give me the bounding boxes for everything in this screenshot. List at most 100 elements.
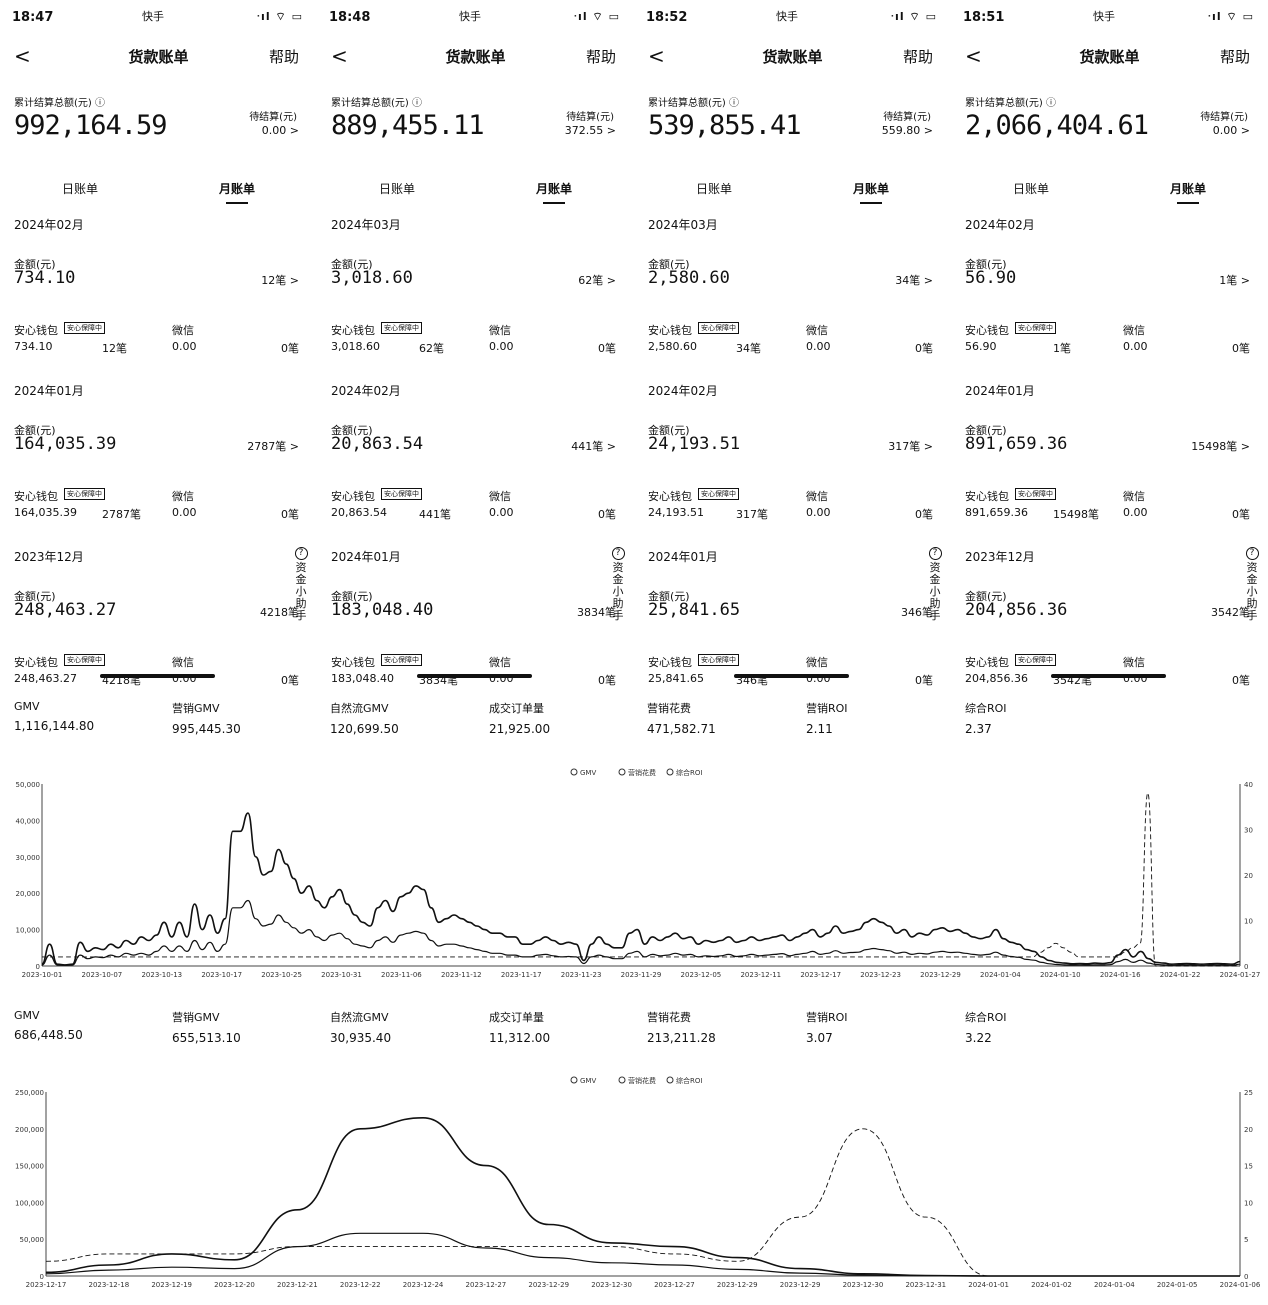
wechat-amount: 0.00	[1123, 340, 1148, 353]
help-link[interactable]: 帮助	[1219, 48, 1250, 66]
chart-legend[interactable]: GMV 营销花费 综合ROI	[570, 1076, 702, 1085]
x-tick-label: 2023-10-01	[22, 971, 63, 979]
y-left-tick-label: 100,000	[15, 1199, 44, 1207]
fund-assistant-button[interactable]: ? 资金小助手	[1244, 547, 1260, 622]
order-count-link[interactable]: 15498笔 >	[1191, 440, 1250, 453]
order-count-link[interactable]: 2787笔 >	[247, 440, 299, 453]
pending-value-link[interactable]: 559.80 >	[881, 124, 933, 137]
wallet-label: 安心钱包	[14, 490, 58, 503]
wallet-label: 安心钱包	[14, 324, 58, 337]
help-link[interactable]: 帮助	[268, 48, 299, 66]
fund-assistant-button[interactable]: ? 资金小助手	[610, 547, 626, 622]
protection-badge: 安心保障中	[698, 322, 739, 334]
line-chart-svg: GMV 营销花费 综合ROI 50,000 40,000 30,000 20,000 10,0…	[16, 768, 1261, 979]
redaction-mark	[734, 674, 849, 678]
month-section[interactable]: 2024年01月 金额(元) 183,048.40 3834笔 安心钱包 安心保…	[331, 548, 616, 690]
chart-legend[interactable]: GMV 营销花费 综合ROI	[570, 768, 702, 777]
help-link[interactable]: 帮助	[902, 48, 933, 66]
amount-value: 20,863.54	[331, 434, 424, 454]
x-tick-label: 2023-11-17	[501, 971, 542, 979]
help-link[interactable]: 帮助	[585, 48, 616, 66]
redaction-mark	[1051, 674, 1166, 678]
month-section[interactable]: 2024年02月 金额(元) 20,863.54 441笔 > 安心钱包 安心保…	[331, 382, 616, 548]
order-count-link[interactable]: 1笔 >	[1219, 274, 1250, 287]
month-section[interactable]: 2024年02月 金额(元) 24,193.51 317笔 > 安心钱包 安心保…	[648, 382, 933, 548]
order-count-link[interactable]: 34笔 >	[895, 274, 933, 287]
order-count-link[interactable]: 346笔	[901, 606, 933, 619]
month-section[interactable]: 2024年01月 金额(元) 25,841.65 346笔 安心钱包 安心保障中…	[648, 548, 933, 690]
tab-monthly-bill[interactable]: 月账单	[1169, 182, 1206, 196]
x-tick-label: 2023-10-31	[321, 971, 362, 979]
month-section[interactable]: 2024年02月 金额(元) 734.10 12笔 > 安心钱包 安心保障中 微…	[14, 216, 299, 382]
y-right-tick-label: 30	[1244, 827, 1253, 835]
month-section[interactable]: 2024年01月 金额(元) 164,035.39 2787笔 > 安心钱包 安…	[14, 382, 299, 548]
y-right-tick-label: 0	[1244, 963, 1248, 971]
wechat-amount: 0.00	[1123, 506, 1148, 519]
order-count-link[interactable]: 62笔 >	[578, 274, 616, 287]
wallet-label: 安心钱包	[965, 490, 1009, 503]
month-section[interactable]: 2023年12月 金额(元) 248,463.27 4218笔 安心钱包 安心保…	[14, 548, 299, 690]
order-count-link[interactable]: 317笔 >	[888, 440, 933, 453]
back-icon[interactable]: <	[965, 44, 982, 68]
protection-badge: 安心保障中	[1015, 654, 1056, 666]
wechat-count: 0笔	[598, 674, 616, 687]
pending-value-link[interactable]: 0.00 >	[261, 124, 299, 137]
month-section[interactable]: 2024年03月 金额(元) 3,018.60 62笔 > 安心钱包 安心保障中…	[331, 216, 616, 382]
wechat-count: 0笔	[281, 342, 299, 355]
wallet-count: 1笔	[1053, 342, 1071, 355]
month-section[interactable]: 2024年02月 金额(元) 56.90 1笔 > 安心钱包 安心保障中 微信 …	[965, 216, 1250, 382]
x-tick-label: 2024-01-22	[1160, 971, 1201, 979]
tab-monthly-bill[interactable]: 月账单	[852, 182, 889, 196]
month-section[interactable]: 2024年01月 金额(元) 891,659.36 15498笔 > 安心钱包 …	[965, 382, 1250, 548]
nav-bar: < 货款账单 帮助	[14, 44, 303, 68]
pending-value-link[interactable]: 372.55 >	[564, 124, 616, 137]
y-left-tick-label: 10,000	[16, 927, 41, 935]
tab-monthly-bill[interactable]: 月账单	[535, 182, 572, 196]
x-tick-label: 2023-11-29	[621, 971, 662, 979]
page-title: 货款账单	[445, 48, 506, 66]
month-section[interactable]: 2024年03月 金额(元) 2,580.60 34笔 > 安心钱包 安心保障中…	[648, 216, 933, 382]
fund-assistant-button[interactable]: ? 资金小助手	[293, 547, 309, 622]
tab-daily-bill[interactable]: 日账单	[1012, 182, 1049, 196]
y-left-tick-label: 50,000	[16, 781, 41, 789]
bill-tabs: 日账单 月账单	[0, 178, 317, 208]
amount-value: 248,463.27	[14, 600, 117, 620]
order-count-link[interactable]: 4218笔	[260, 606, 299, 619]
x-tick-label: 2023-12-19	[151, 1281, 192, 1289]
wechat-amount: 0.00	[172, 506, 197, 519]
back-icon[interactable]: <	[14, 44, 31, 68]
status-time: 18:48	[329, 10, 371, 25]
stat-item: 营销花费 213,211.28	[647, 1009, 805, 1045]
x-tick-label: 2023-12-20	[214, 1281, 255, 1289]
tab-daily-bill[interactable]: 日账单	[378, 182, 415, 196]
y-left-tick-label: 40,000	[16, 817, 41, 825]
chart-1: GMV 营销花费 综合ROI 50,000 40,000 30,000 20,000 10,0…	[0, 762, 1268, 988]
series-line-gmv	[41, 812, 1241, 966]
wallet-amount: 891,659.36	[965, 506, 1028, 519]
wechat-label: 微信	[172, 490, 194, 503]
back-icon[interactable]: <	[648, 44, 665, 68]
order-count-link[interactable]: 12笔 >	[261, 274, 299, 287]
stat-item: 成交订单量 11,312.00	[489, 1009, 647, 1045]
pending-value-link[interactable]: 0.00 >	[1212, 124, 1250, 137]
amount-label: 金额(元)	[648, 258, 690, 271]
order-count-link[interactable]: 441笔 >	[571, 440, 616, 453]
stats-row-1: GMV 1,116,144.80 营销GMV 995,445.30 自然流GMV 1…	[0, 700, 1268, 740]
stat-value: 213,211.28	[647, 1031, 716, 1045]
stat-label: 营销ROI	[806, 702, 848, 715]
order-count-link[interactable]: 3834笔	[577, 606, 616, 619]
order-count-link[interactable]: 3542笔	[1211, 606, 1250, 619]
protection-badge: 安心保障中	[64, 654, 105, 666]
month-section[interactable]: 2023年12月 金额(元) 204,856.36 3542笔 安心钱包 安心保…	[965, 548, 1250, 690]
tab-daily-bill[interactable]: 日账单	[61, 182, 98, 196]
x-tick-label: 2023-12-27	[654, 1281, 695, 1289]
tab-daily-bill[interactable]: 日账单	[695, 182, 732, 196]
y-right-tick-label: 10	[1244, 918, 1253, 926]
tab-monthly-bill[interactable]: 月账单	[218, 182, 255, 196]
wechat-label: 微信	[1123, 324, 1145, 337]
section-month: 2023年12月	[965, 550, 1035, 564]
series-line-overall-roi	[42, 792, 1240, 967]
fund-assistant-button[interactable]: ? 资金小助手	[927, 547, 943, 622]
y-left-tick-label: 0	[40, 1273, 44, 1281]
back-icon[interactable]: <	[331, 44, 348, 68]
